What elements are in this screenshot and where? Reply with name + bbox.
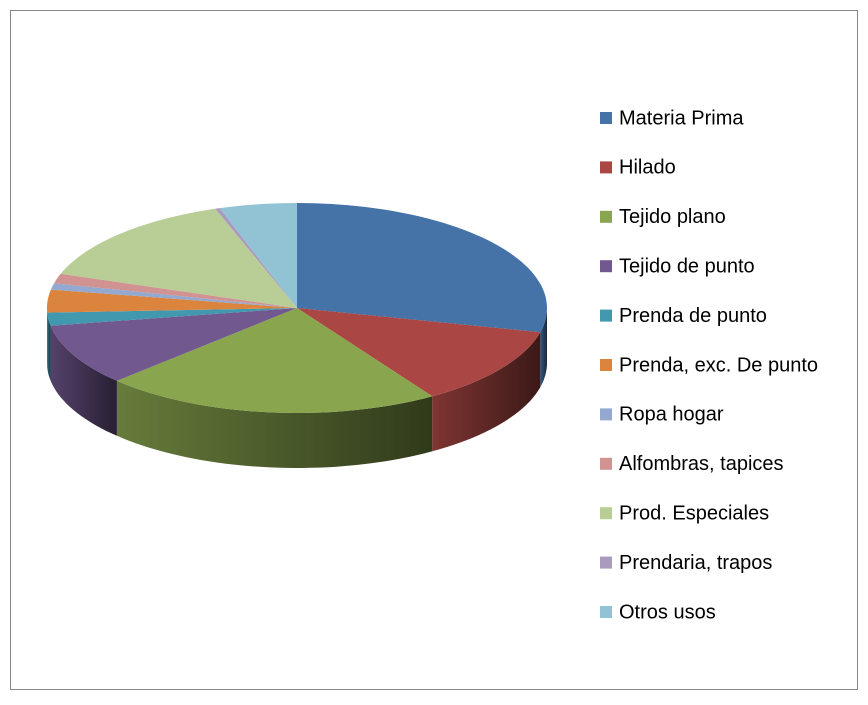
legend-swatch bbox=[600, 112, 612, 124]
legend-label: Prod. Especiales bbox=[619, 502, 769, 524]
legend-swatch bbox=[600, 507, 612, 519]
legend-label: Hilado bbox=[619, 157, 676, 179]
legend-swatch bbox=[600, 260, 612, 272]
legend-label: Alfombras, tapices bbox=[619, 453, 784, 475]
legend-label: Tejido de punto bbox=[619, 255, 755, 277]
legend-label: Otros usos bbox=[619, 601, 716, 623]
legend-swatch bbox=[600, 557, 612, 569]
legend-swatch bbox=[600, 310, 612, 322]
legend-swatch bbox=[600, 606, 612, 618]
legend-label: Prendaria, trapos bbox=[619, 552, 772, 574]
legend-swatch bbox=[600, 408, 612, 420]
legend-swatch bbox=[600, 359, 612, 371]
legend-label: Tejido plano bbox=[619, 206, 726, 228]
legend-label: Materia Prima bbox=[619, 107, 744, 129]
legend-label: Ropa hogar bbox=[619, 404, 724, 426]
legend-swatch bbox=[600, 458, 612, 470]
legend-label: Prenda de punto bbox=[619, 305, 767, 327]
legend-swatch bbox=[600, 211, 612, 223]
legend-label: Prenda, exc. De punto bbox=[619, 354, 818, 376]
legend-swatch bbox=[600, 161, 612, 173]
